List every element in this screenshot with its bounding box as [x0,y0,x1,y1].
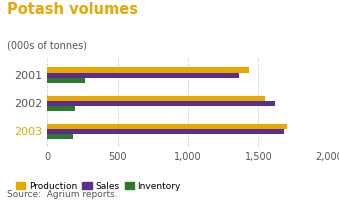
Bar [47,95,265,101]
Bar [47,124,287,129]
Bar [47,73,239,78]
Text: Potash volumes: Potash volumes [7,2,138,17]
Bar [47,68,248,73]
Legend: Production, Sales, Inventory: Production, Sales, Inventory [13,178,184,195]
Bar [47,129,284,134]
Bar [47,101,275,106]
Text: Source:  Agrium reports.: Source: Agrium reports. [7,190,117,199]
Text: (000s of tonnes): (000s of tonnes) [7,41,87,51]
Bar [47,106,75,111]
Bar [47,134,74,139]
Bar [47,78,85,83]
